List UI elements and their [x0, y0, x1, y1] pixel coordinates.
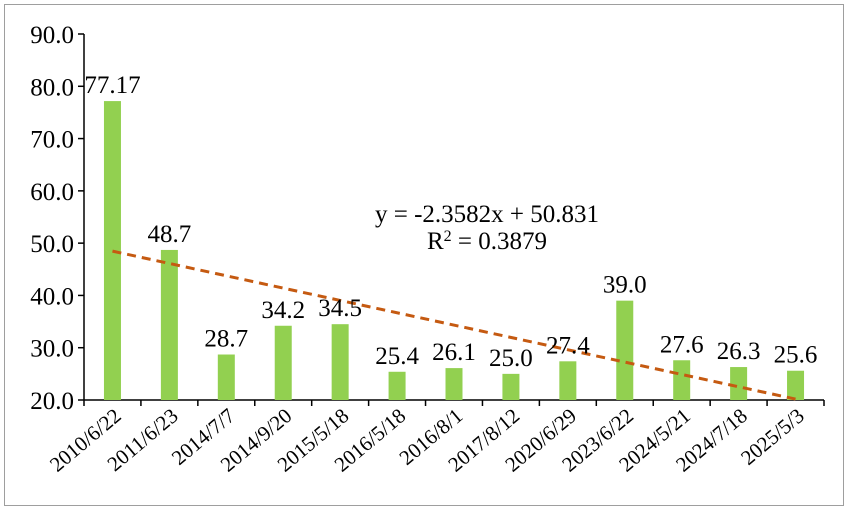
trendline [112, 249, 796, 401]
bar [559, 361, 577, 400]
y-tick-label: 30.0 [30, 336, 74, 363]
data-label: 25.4 [375, 343, 419, 370]
data-label: 27.6 [660, 331, 704, 358]
y-tick-label: 40.0 [30, 283, 74, 310]
bar [445, 368, 463, 400]
bar [331, 324, 349, 400]
bar [616, 300, 634, 400]
data-label: 25.6 [774, 342, 818, 369]
bar [160, 249, 178, 400]
bar [673, 360, 691, 400]
y-tick-label: 60.0 [30, 179, 74, 206]
y-tick-label: 20.0 [30, 388, 74, 415]
y-tick-label: 70.0 [30, 127, 74, 154]
trendline-r-squared: R2 = 0.3879 [427, 228, 547, 255]
bar [103, 101, 121, 400]
bar [730, 367, 748, 400]
data-label: 77.17 [84, 72, 140, 99]
data-label: 26.3 [717, 338, 761, 365]
data-label: 48.7 [148, 221, 192, 248]
y-tick-label: 90.0 [30, 22, 74, 49]
trendline-equation: y = -2.3582x + 50.831 [375, 201, 599, 228]
labels-layer: 20.030.040.050.060.070.080.090.077.17201… [30, 22, 817, 477]
data-label: 39.0 [603, 272, 647, 299]
trendline-layer [112, 249, 796, 401]
bar [502, 373, 520, 400]
y-tick-label: 80.0 [30, 74, 74, 101]
bar [787, 370, 805, 400]
data-label: 27.4 [546, 332, 590, 359]
y-tick-label: 50.0 [30, 231, 74, 258]
bar [274, 325, 292, 400]
data-label: 25.0 [489, 345, 533, 372]
data-label: 34.2 [261, 297, 305, 324]
chart-frame [4, 4, 844, 506]
bars-layer [103, 101, 805, 400]
bar [217, 354, 235, 400]
data-label: 34.5 [318, 295, 362, 322]
data-label: 28.7 [204, 326, 248, 353]
data-label: 26.1 [432, 339, 476, 366]
bar [388, 371, 406, 400]
x-tick-label: 2025/5/3 [736, 403, 809, 469]
